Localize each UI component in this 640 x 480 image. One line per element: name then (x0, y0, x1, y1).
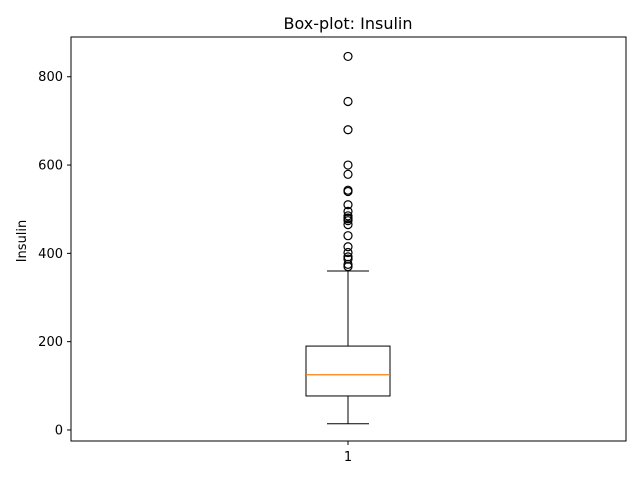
y-tick-label: 400 (38, 247, 63, 262)
y-axis-label: Insulin (15, 220, 30, 263)
outlier-point (343, 160, 353, 170)
chart-title: Box-plot: Insulin (283, 14, 412, 33)
outlier-point (343, 211, 353, 221)
y-tick-label: 0 (55, 423, 63, 438)
y-tick-label: 200 (38, 335, 63, 350)
outlier-point (343, 51, 353, 62)
outlier-point (343, 206, 353, 217)
plot-area: 0 200 400 600 800 1 (38, 36, 627, 465)
iqr-box (305, 345, 391, 397)
outlier-point (343, 125, 353, 135)
outlier-point (343, 96, 353, 107)
outlier-point (343, 200, 353, 210)
outlier-point (343, 252, 353, 262)
y-tick-label: 800 (38, 70, 63, 85)
outlier-point (343, 220, 353, 230)
outlier-point (343, 185, 353, 195)
outlier-point (343, 247, 353, 258)
y-tick-label: 600 (38, 159, 63, 174)
outlier-point (343, 242, 353, 252)
x-tick-label: 1 (344, 450, 352, 465)
outlier-point (343, 231, 353, 241)
outlier-point (343, 169, 353, 179)
